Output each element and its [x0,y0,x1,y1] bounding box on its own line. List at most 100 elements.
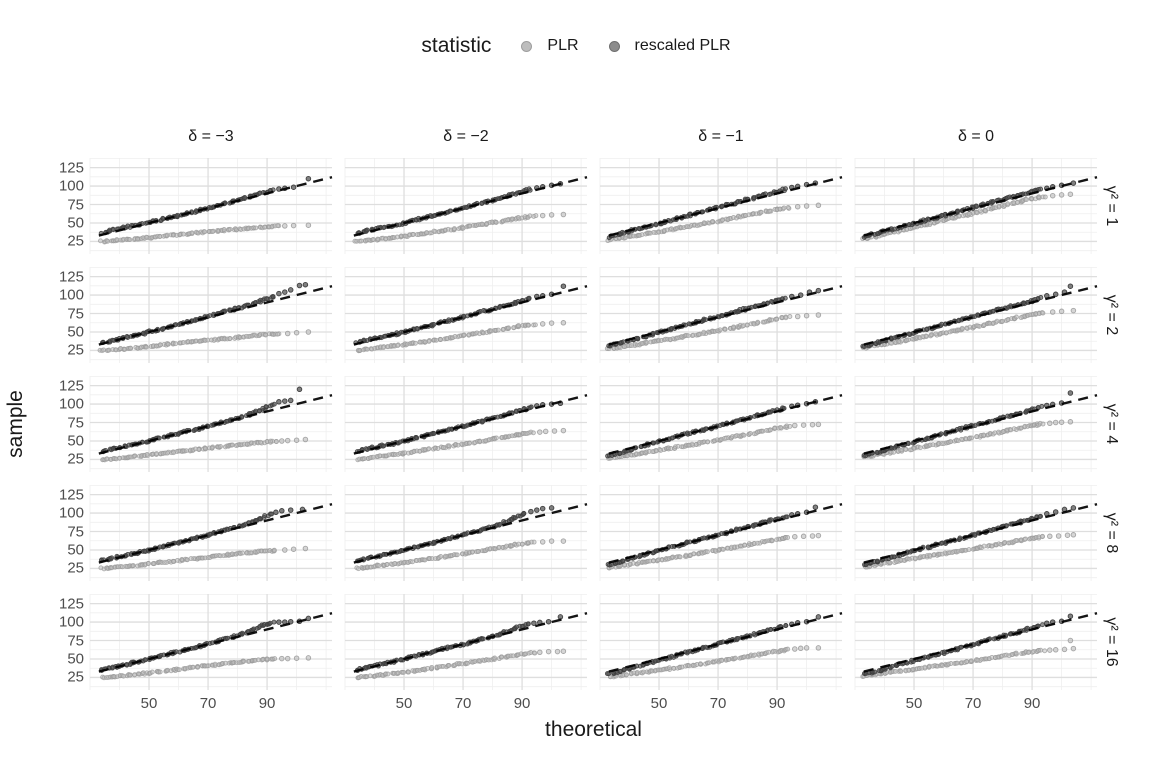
legend-item-plr: PLR [521,37,579,55]
reference-line [863,176,1098,237]
x-tick-label: 50 [905,695,923,712]
panel-delta-3-gamma1 [89,157,333,254]
y-tick-label: 100 [58,613,84,631]
reference-line [353,394,588,455]
plr-points [98,223,282,245]
plr-points [860,647,1048,679]
plr-points [604,314,793,352]
y-tick-label: 25 [67,668,84,686]
plr-tail-points [279,655,312,662]
x-tick-label: 90 [1023,695,1041,712]
plr-points [861,420,1046,460]
y-tick-label: 100 [58,395,84,413]
reference-line [98,176,333,237]
plr-tail-points [792,532,822,540]
panel-delta-1-gamma16 [599,593,843,690]
reference-line [98,394,333,455]
plr-points [355,429,536,463]
x-tick-label: 50 [650,695,668,712]
panel-delta-3-gamma4 [89,375,333,472]
y-tick-label: 100 [58,504,84,522]
plr-points [606,534,791,571]
plr-tail-points [794,312,822,320]
y-tick-label: 125 [58,377,84,395]
x-tick-label: 50 [395,695,413,712]
facet-col-label: δ = 0 [957,128,995,145]
plr-tail-points [792,421,822,429]
x-tick-label: 90 [258,695,276,712]
rescaled-plr-tail-points [534,283,567,300]
plr-points [355,322,538,354]
x-tick-label: 70 [199,695,217,712]
plr-tail-points [279,436,309,444]
reference-line [98,285,333,346]
reference-line [608,394,843,455]
rescaled-plr-points [355,510,527,564]
reference-line [608,612,843,673]
plr-points [352,213,539,244]
plr-tail-points [1049,307,1077,315]
y-tick-label: 75 [67,523,84,541]
plr-tail-points [1047,637,1077,653]
reference-line [353,285,588,346]
plr-tail-points [539,538,567,545]
x-tick-label: 90 [768,695,786,712]
panel-delta-2-gamma2 [344,266,588,363]
plr-tail-points [537,427,567,435]
panel-delta0-gamma8 [854,484,1098,581]
facet-row-label: γ² = 4 [1103,403,1120,445]
facet-row-label: γ² = 1 [1103,185,1120,227]
reference-line [353,503,588,564]
x-axis-title: theoretical [545,718,642,741]
plr-tail-points [539,211,567,219]
panel-delta-3-gamma16 [89,593,333,690]
rescaled-plr-points [353,295,532,346]
plr-points [605,205,792,244]
y-tick-label: 125 [58,159,84,177]
reference-line [863,503,1098,564]
facet-col-label: δ = −2 [443,128,489,145]
rescaled-plr-point-icon [608,40,620,52]
panel-delta-1-gamma8 [599,484,843,581]
plr-point-icon [521,40,533,52]
plr-points [355,650,538,681]
y-tick-label: 50 [67,650,84,668]
legend-label-rescaled-plr: rescaled PLR [634,37,731,54]
rescaled-plr-tail-points [276,281,309,297]
facet-col-label: δ = −1 [698,128,744,145]
plr-tail-points [282,222,312,229]
plr-tail-points [1047,419,1074,427]
y-tick-label: 50 [67,541,84,559]
plr-points [354,539,537,572]
reference-line [98,503,333,564]
x-tick-label: 50 [140,695,158,712]
panel-delta-3-gamma8 [89,484,333,581]
plr-points [100,438,279,463]
y-tick-label: 50 [67,323,84,341]
panel-delta-1-gamma4 [599,375,843,472]
facet-row-label: γ² = 2 [1103,294,1120,336]
panel-delta-2-gamma1 [344,157,588,254]
plr-tail-points [539,320,567,327]
panel-delta-2-gamma16 [344,593,588,690]
plr-tail-points [1049,191,1074,199]
panel-delta-1-gamma1 [599,157,843,254]
plr-tail-points [537,648,567,656]
y-axis-title: sample [4,390,27,458]
reference-line [863,394,1098,455]
panel-delta-2-gamma8 [344,484,588,581]
reference-line [863,285,1098,346]
y-tick-label: 25 [67,450,84,468]
plr-points [98,547,277,572]
reference-line [608,285,843,346]
panel-delta0-gamma1 [854,157,1098,254]
plr-tail-points [792,645,822,652]
rescaled-plr-tail-points [1044,390,1074,409]
legend: statistic PLR rescaled PLR [0,28,1152,64]
reference-line [863,612,1098,673]
panel-delta-2-gamma4 [344,375,588,472]
facet-row-label: γ² = 8 [1103,512,1120,554]
y-tick-label: 125 [58,486,84,504]
y-tick-label: 50 [67,432,84,450]
panel-delta0-gamma16 [854,593,1098,690]
